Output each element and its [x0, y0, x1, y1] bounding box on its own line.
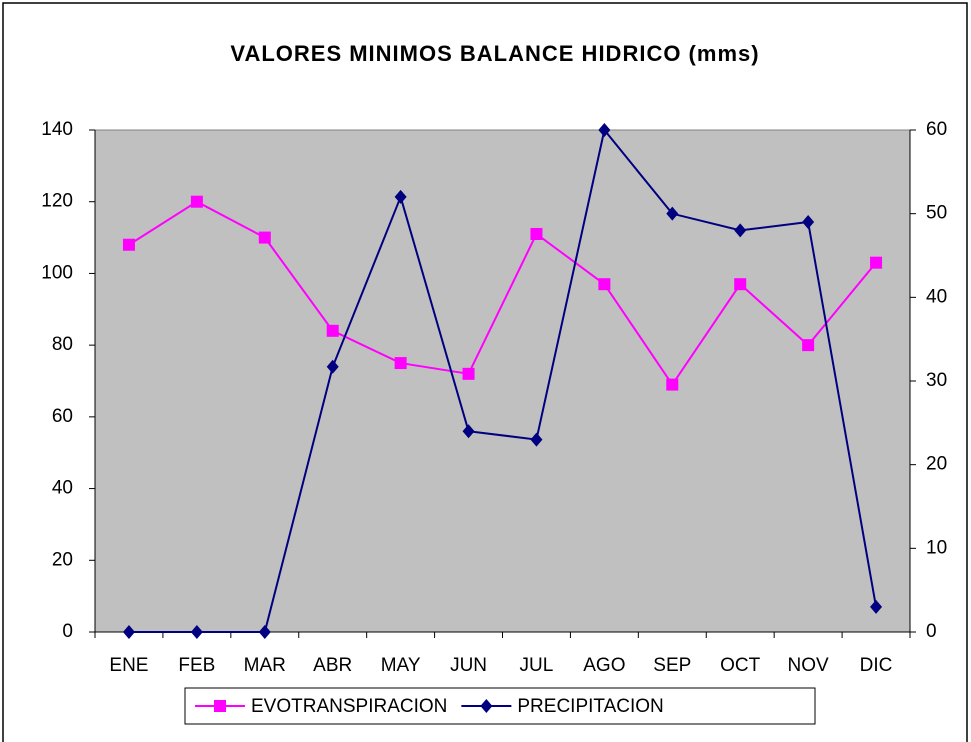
y-tick-label: 80 — [52, 334, 73, 355]
x-tick-label: DIC — [860, 655, 893, 676]
y-tick-label: 100 — [41, 262, 73, 283]
y2-tick-label: 40 — [926, 286, 947, 307]
y2-tick-label: 10 — [926, 537, 947, 558]
y-tick-label: 120 — [41, 191, 73, 212]
x-tick-label: AGO — [583, 655, 625, 676]
data-point — [394, 357, 407, 370]
data-point — [530, 227, 543, 240]
x-tick-label: SEP — [653, 655, 691, 676]
x-tick-label: JUN — [450, 655, 487, 676]
data-point — [666, 378, 679, 391]
data-point — [326, 324, 339, 337]
x-tick-label: MAY — [381, 655, 421, 676]
data-point — [598, 278, 611, 291]
y-tick-label: 60 — [52, 406, 73, 427]
legend-label: EVOTRANSPIRACION — [251, 696, 447, 717]
x-tick-label: FEB — [178, 655, 215, 676]
data-point — [666, 206, 679, 221]
y2-tick-label: 50 — [926, 203, 947, 224]
data-point — [326, 359, 339, 374]
y-tick-label: 40 — [52, 478, 73, 499]
y-tick-label: 0 — [62, 621, 73, 642]
x-tick-label: MAR — [244, 655, 286, 676]
data-point — [122, 238, 135, 251]
y2-tick-label: 20 — [926, 454, 947, 475]
x-tick-label: OCT — [720, 655, 761, 676]
data-point — [462, 367, 475, 380]
x-tick-label: ABR — [313, 655, 352, 676]
data-point — [802, 215, 815, 230]
y-tick-label: 140 — [41, 119, 73, 140]
data-point — [598, 123, 611, 137]
x-tick-label: NOV — [788, 655, 830, 676]
series-line — [128, 127, 878, 633]
y2-tick-label: 0 — [926, 621, 937, 642]
data-point — [734, 278, 747, 291]
data-point — [190, 625, 203, 639]
x-tick-label: ENE — [109, 655, 148, 676]
y-tick-label: 20 — [52, 549, 73, 570]
data-point — [462, 424, 475, 439]
data-point — [394, 189, 407, 204]
chart-title: VALORES MINIMOS BALANCE HIDRICO (mms) — [230, 41, 759, 66]
data-point — [258, 625, 271, 639]
y2-tick-label: 60 — [926, 119, 947, 140]
x-tick-label: JUL — [520, 655, 554, 676]
y2-tick-label: 30 — [926, 370, 947, 391]
data-point — [258, 231, 271, 244]
series-line — [128, 200, 877, 387]
data-point — [870, 599, 883, 614]
legend-marker — [480, 699, 493, 713]
legend-marker — [214, 700, 226, 712]
data-point — [802, 339, 815, 352]
plot-area — [94, 129, 911, 633]
legend-label: PRECIPITACION — [517, 696, 663, 717]
data-point — [870, 256, 883, 269]
data-point — [190, 195, 203, 208]
data-point — [122, 625, 135, 639]
data-point — [530, 432, 543, 447]
data-point — [734, 223, 747, 238]
